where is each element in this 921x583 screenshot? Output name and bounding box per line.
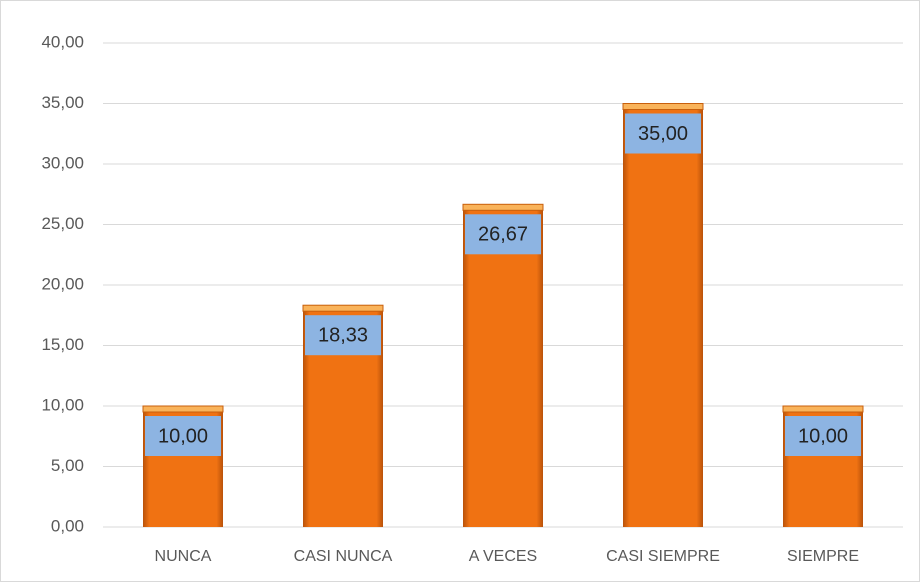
y-tick-label: 35,00 bbox=[41, 93, 84, 112]
value-label: 35,00 bbox=[638, 123, 688, 145]
value-label: 10,00 bbox=[798, 425, 848, 447]
value-label-box bbox=[465, 214, 541, 255]
bar-cap bbox=[302, 304, 384, 312]
y-tick-label: 15,00 bbox=[41, 335, 84, 354]
bar bbox=[623, 103, 703, 527]
y-tick-label: 25,00 bbox=[41, 214, 84, 233]
y-tick-label: 40,00 bbox=[41, 32, 84, 51]
x-tick-label: NUNCA bbox=[155, 548, 212, 565]
bar-cap bbox=[142, 405, 224, 413]
bar-cap bbox=[782, 405, 864, 413]
value-label-box bbox=[625, 113, 701, 154]
y-tick-label: 20,00 bbox=[41, 274, 84, 293]
y-tick-label: 0,00 bbox=[51, 516, 84, 535]
bar-cap bbox=[622, 103, 704, 110]
x-tick-label: SIEMPRE bbox=[787, 548, 859, 565]
value-label: 10,00 bbox=[158, 425, 208, 447]
bar bbox=[463, 204, 543, 527]
bar-cap bbox=[462, 203, 544, 211]
value-label: 18,33 bbox=[318, 324, 368, 346]
value-label-box bbox=[145, 416, 221, 456]
x-tick-label: A VECES bbox=[469, 548, 537, 565]
y-tick-label: 10,00 bbox=[41, 395, 84, 414]
x-tick-label: CASI NUNCA bbox=[294, 548, 393, 565]
y-tick-label: 30,00 bbox=[41, 153, 84, 172]
x-tick-label: CASI SIEMPRE bbox=[606, 548, 720, 565]
y-tick-label: 5,00 bbox=[51, 456, 84, 475]
value-label: 26,67 bbox=[478, 224, 528, 246]
value-label-box bbox=[785, 416, 861, 456]
value-label-box bbox=[305, 315, 381, 356]
